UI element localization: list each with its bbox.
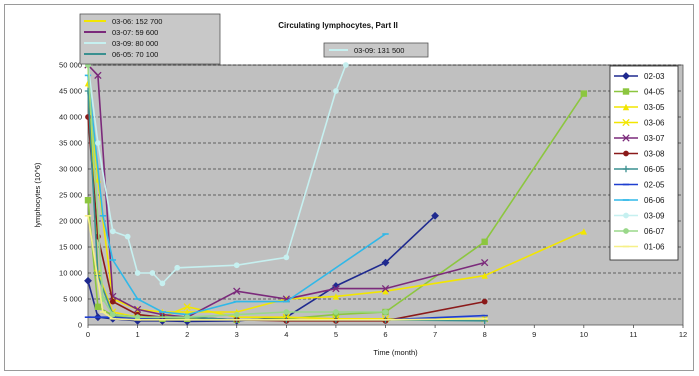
y-tick-label: 35 000	[59, 139, 82, 148]
y-tick-label: 25 000	[59, 191, 82, 200]
data-point	[133, 305, 142, 314]
x-tick-label: 8	[483, 330, 487, 339]
data-point	[94, 303, 102, 310]
data-point	[95, 140, 101, 146]
data-point	[134, 270, 141, 276]
data-point	[481, 298, 488, 305]
legend-label: 03-08	[644, 150, 665, 159]
y-tick-label: 30 000	[59, 165, 82, 174]
data-point	[580, 90, 588, 97]
series-line	[87, 64, 347, 285]
data-point	[431, 211, 439, 220]
x-tick-label: 12	[679, 330, 687, 339]
legend-label: 03-07	[644, 134, 665, 143]
data-point	[333, 309, 339, 315]
offscale-label: 03-07: 59 600	[112, 28, 158, 37]
offscale-note-label: 03-09: 131 500	[354, 46, 404, 55]
legend-swatch-marker	[622, 118, 630, 127]
x-tick-label: 9	[532, 330, 536, 339]
x-tick-label: 0	[86, 330, 90, 339]
data-point	[183, 303, 191, 311]
x-tick-label: 7	[433, 330, 437, 339]
data-point	[481, 272, 488, 279]
y-tick-label: 10 000	[59, 269, 82, 278]
data-point	[580, 228, 588, 235]
x-tick-label: 4	[284, 330, 288, 339]
data-point	[382, 288, 389, 295]
legend-label: 04-05	[644, 88, 665, 97]
legend-swatch-marker	[622, 165, 630, 173]
data-point	[342, 62, 349, 68]
y-axis-label: lymphocytes (10^6)	[33, 162, 42, 227]
offscale-label: 03-09: 80 000	[112, 39, 158, 48]
legend-swatch-marker	[623, 150, 629, 157]
legend-label: 02-03	[644, 72, 665, 81]
legend-swatch-marker	[622, 88, 630, 95]
legend-swatch-marker	[623, 228, 629, 234]
offscale-legend-box	[79, 13, 221, 65]
y-tick-label: 15 000	[59, 243, 82, 252]
offscale-note-box	[323, 42, 429, 58]
y-tick-label: 0	[78, 321, 82, 330]
legend-swatch-marker	[623, 212, 629, 219]
legend-label: 06-06	[644, 196, 665, 205]
legend-swatch-marker	[622, 72, 630, 80]
data-point	[382, 309, 389, 315]
legend-label: 06-07	[644, 227, 665, 236]
legend-swatch-marker	[622, 103, 630, 111]
data-point	[124, 233, 131, 240]
data-point	[332, 293, 340, 300]
data-point	[109, 298, 116, 305]
data-point	[134, 314, 141, 321]
data-point	[332, 284, 340, 293]
data-point	[159, 280, 166, 287]
data-point	[233, 287, 241, 295]
series-01-06	[84, 215, 488, 321]
data-point	[184, 314, 191, 321]
series-group	[84, 61, 588, 326]
data-point	[283, 254, 290, 261]
y-tick-label: 5 000	[63, 295, 82, 304]
x-tick-label: 1	[135, 330, 139, 339]
legend-label: 03-06	[644, 119, 665, 128]
series-line	[87, 215, 485, 321]
chart-title: Circulating lymphocytes, Part II	[278, 21, 398, 30]
data-point	[481, 238, 488, 245]
offscale-label: 06-05: 70 100	[112, 50, 158, 59]
y-tick-label: 20 000	[59, 217, 82, 226]
y-tick-label: 40 000	[59, 113, 82, 122]
data-point	[109, 311, 116, 318]
x-tick-label: 3	[235, 330, 239, 339]
x-tick-label: 6	[383, 330, 387, 339]
y-tick-label: 50 000	[59, 61, 82, 70]
x-tick-label: 5	[334, 330, 338, 339]
data-point	[149, 270, 156, 276]
legend-box	[609, 65, 679, 261]
data-point	[381, 284, 390, 293]
x-tick-label: 10	[580, 330, 588, 339]
data-point	[174, 264, 181, 271]
legend-label: 03-05	[644, 103, 665, 112]
data-point	[94, 71, 102, 80]
x-axis-label: Time (month)	[373, 348, 418, 357]
data-point	[233, 262, 240, 269]
data-point	[84, 276, 92, 285]
data-point	[333, 88, 339, 94]
legend-label: 02-05	[644, 181, 665, 190]
data-point	[481, 258, 489, 267]
data-point	[84, 197, 92, 204]
x-tick-label: 2	[185, 330, 189, 339]
offscale-label: 03-06: 152 700	[112, 17, 162, 26]
data-point	[283, 309, 290, 315]
legend-label: 06-05	[644, 165, 665, 174]
y-tick-label: 45 000	[59, 87, 82, 96]
data-point	[109, 228, 116, 235]
legend-label: 01-06	[644, 243, 665, 252]
data-point	[233, 311, 240, 318]
legend-label: 03-09	[644, 212, 665, 221]
legend-swatch-marker	[622, 134, 630, 142]
x-tick-label: 11	[630, 330, 638, 339]
data-point	[381, 258, 390, 267]
